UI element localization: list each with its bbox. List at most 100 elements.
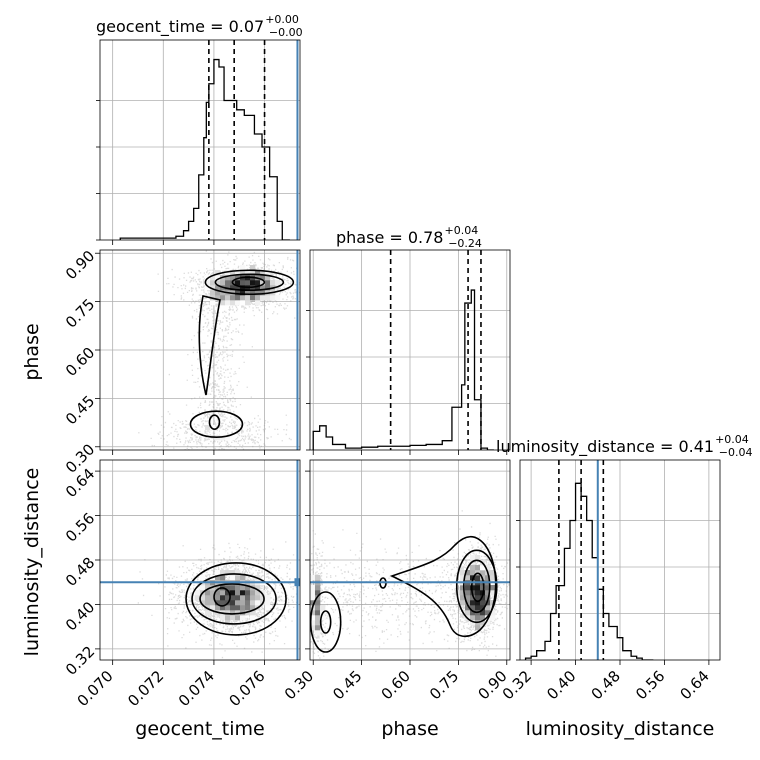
density-cell — [220, 615, 226, 621]
x-axis-label-luminosity-distance: luminosity_distance — [526, 718, 715, 740]
density-cell — [230, 615, 236, 621]
density-cell — [255, 590, 261, 596]
density-cell — [210, 600, 216, 606]
panel-phase-vs-phase — [306, 249, 511, 455]
density-cell — [475, 575, 481, 581]
truth-marker — [294, 578, 300, 587]
density-cell — [250, 600, 256, 606]
density-cell — [485, 620, 491, 626]
density-cell — [470, 570, 476, 576]
density-cell — [310, 620, 316, 626]
density-cell — [315, 590, 321, 596]
density-cell — [210, 605, 216, 611]
density-cell — [210, 280, 216, 286]
density-cell — [490, 615, 496, 621]
density-cell — [235, 300, 241, 306]
density-cell — [485, 565, 491, 571]
density-cell — [475, 555, 481, 561]
density-cell — [235, 595, 241, 601]
density-cell — [225, 280, 231, 286]
density-cell — [240, 270, 246, 276]
histogram-geocent_time — [119, 58, 290, 240]
panel-inner — [310, 460, 510, 660]
density-cell — [480, 605, 486, 611]
density-cell — [275, 280, 281, 286]
density-cell — [225, 595, 231, 601]
density-cell — [250, 595, 256, 601]
density-cell — [255, 280, 261, 286]
density-cell — [230, 595, 236, 601]
density-cell — [205, 610, 211, 616]
density-cell — [230, 295, 236, 301]
density-cell — [240, 295, 246, 301]
density-cell — [220, 295, 226, 301]
density-cell — [265, 595, 271, 601]
density-cell — [255, 285, 261, 291]
density-cell — [460, 595, 466, 601]
density-cell — [485, 585, 491, 591]
x-axis-label-geocent-time: geocent_time — [135, 718, 264, 740]
x-tick-label-luminosity_distance-3: 0.56 — [632, 667, 668, 703]
density-cell — [250, 610, 256, 616]
panel-inner — [100, 460, 300, 660]
density-cell — [260, 295, 266, 301]
density-cell — [195, 590, 201, 596]
density-cell — [235, 600, 241, 606]
density-cell — [470, 620, 476, 626]
density-cell — [215, 585, 221, 591]
density-cell — [200, 585, 206, 591]
x-tick-label-luminosity_distance-1: 0.40 — [543, 667, 579, 703]
density-cell — [240, 300, 246, 306]
density-cell — [235, 295, 241, 301]
density-cell — [255, 295, 261, 301]
density-cell — [230, 300, 236, 306]
density-cell — [475, 615, 481, 621]
density-cell — [250, 265, 256, 271]
density-cell — [235, 280, 241, 286]
density-cell — [475, 595, 481, 601]
density-cell — [490, 575, 496, 581]
density-cell — [220, 430, 226, 436]
density-cell — [260, 275, 266, 281]
density-cell — [225, 590, 231, 596]
density-cell — [220, 595, 226, 601]
density-cell — [260, 270, 266, 276]
density-cell — [250, 280, 256, 286]
density-cell — [465, 575, 471, 581]
title-geocent-time-label: geocent_time — [96, 17, 205, 37]
density-cell — [315, 610, 321, 616]
density-cell — [255, 595, 261, 601]
density-cell — [250, 290, 256, 296]
y-tick-label-luminosity_distance-1: 0.40 — [62, 598, 98, 634]
contour-1 — [204, 269, 295, 296]
x-tick-label-geocent_time-1: 0.072 — [124, 667, 167, 710]
title-phase-label: phase — [336, 228, 384, 247]
contour-2 — [455, 549, 498, 624]
x-tick-label-luminosity_distance-4: 0.64 — [677, 667, 713, 703]
title-luminosity-distance-minus: −0.04 — [719, 446, 753, 459]
density-cell — [210, 290, 216, 296]
x-axis-label-phase: phase — [381, 718, 438, 740]
contour-3 — [199, 583, 265, 615]
density-cell — [230, 275, 236, 281]
density-cell — [460, 575, 466, 581]
density-cell — [490, 610, 496, 616]
density-cell — [470, 595, 476, 601]
density-cell — [210, 590, 216, 596]
density-cell — [240, 585, 246, 591]
density-cell — [485, 605, 491, 611]
contour-4 — [213, 587, 231, 607]
density-cell — [470, 565, 476, 571]
density-cell — [240, 280, 246, 286]
title-geocent-time-minus: −0.00 — [269, 26, 303, 39]
density-cell — [255, 300, 261, 306]
y-tick-label-luminosity_distance-3: 0.56 — [62, 509, 98, 545]
contour-2 — [214, 273, 285, 292]
density-cell — [480, 585, 486, 591]
density-cell — [465, 595, 471, 601]
density-cell — [465, 590, 471, 596]
density-cell — [310, 575, 316, 581]
density-cell — [235, 585, 241, 591]
contour-left-inner — [319, 610, 332, 634]
